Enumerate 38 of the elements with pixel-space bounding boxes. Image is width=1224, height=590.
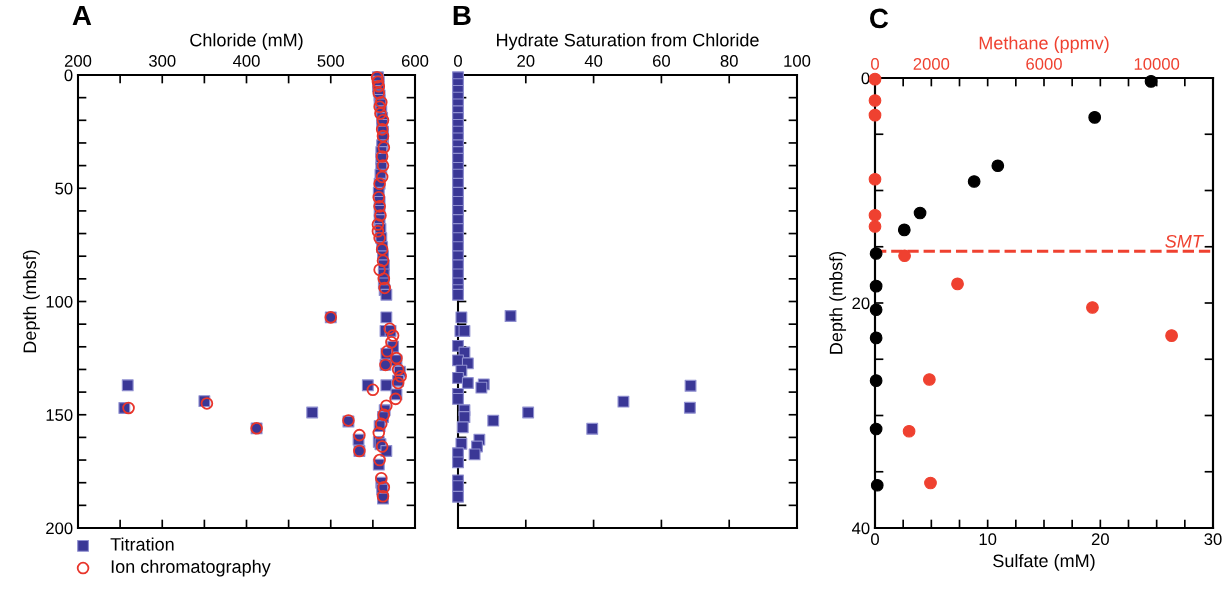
y-tick-label: 40 [851,522,870,535]
x-tick-label: 10 [979,533,997,546]
text: C [870,8,889,29]
x-tick-label: 100 [784,55,811,67]
y-axis-title: Depth (mbsf) [829,251,847,354]
x-tick-label: 20 [517,55,535,67]
x-tick-label: 0 [454,55,462,67]
x-tick-label: 300 [148,55,176,67]
x2-tick-label: 6000 [1026,58,1062,70]
x-tick-label: 80 [720,55,738,67]
y-tick-label: 150 [46,409,73,421]
y-tick-label: 20 [852,297,870,310]
x-axis-title: Chloride (mM) [190,33,303,51]
x-tick-label: 30 [1204,533,1222,546]
y-tick-label: 0 [861,72,870,85]
x-tick-label: 20 [1091,533,1109,546]
y-tick-label: 0 [64,69,73,82]
y-axis-title: Depth (mbsf) [22,250,40,353]
y-tick-label: 200 [46,522,73,535]
text: A [72,5,92,25]
y-tick-label: 50 [55,182,73,195]
x2-axis-title: Methane (ppmv) [979,36,1109,54]
x-tick-label: 40 [584,55,603,67]
x-tick-label: 500 [317,55,344,67]
ref-line-label: SMT [1165,234,1204,248]
x-axis-title: Hydrate Saturation from Chloride [497,33,759,51]
x2-tick-label: 10000 [1134,58,1180,70]
x-tick-label: 60 [652,55,671,67]
legend-label: Ion chromatography [111,559,271,577]
legend-label: Titration [110,537,174,551]
text: B [453,5,471,25]
x-tick-label: 0 [871,533,879,546]
x-axis-title: Sulfate (mM) [993,553,1095,571]
x-tick-label: 400 [232,55,260,67]
x-tick-label: 200 [64,55,92,67]
y-tick-label: 100 [46,295,73,308]
x-tick-label: 600 [401,55,429,67]
x2-tick-label: 2000 [913,58,950,70]
